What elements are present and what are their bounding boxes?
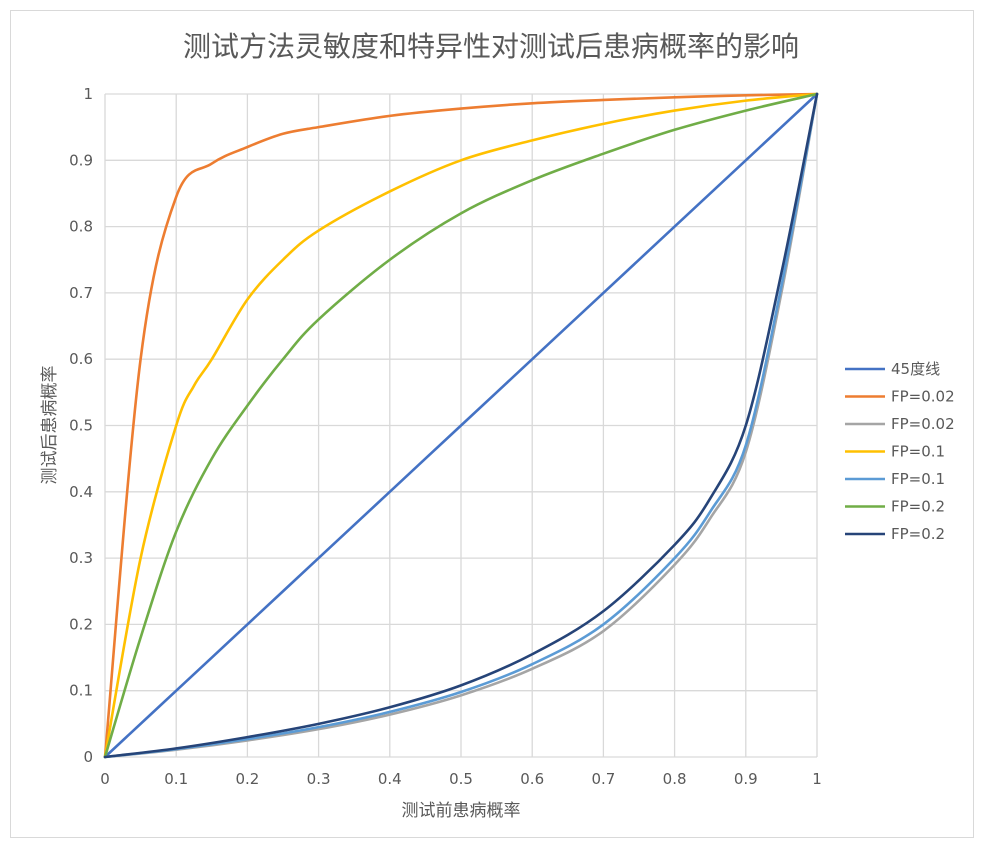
series-line-4	[103, 92, 819, 759]
legend-label: FP=0.02	[891, 388, 955, 406]
x-tick-labels: 0 0.1 0.2 0.3 0.4 0.5 0.6 0.7 0.8 0.9 1	[100, 770, 822, 788]
legend-label: FP=0.02	[891, 415, 955, 433]
series-line-6	[103, 92, 819, 759]
y-tick-label: 0.9	[69, 151, 93, 169]
x-tick-label: 0.9	[734, 770, 758, 788]
legend-label: FP=0.2	[891, 498, 945, 516]
y-axis-title: 测试后患病概率	[40, 366, 60, 485]
chart-svg: 测试方法灵敏度和特异性对测试后患病概率的影响 0 0.1 0.2 0.3 0.4 0.5 0…	[40, 30, 955, 821]
x-tick-label: 0.4	[378, 770, 402, 788]
y-tick-label: 0.8	[69, 218, 93, 236]
x-tick-label: 0.7	[591, 770, 615, 788]
x-tick-label: 0.5	[449, 770, 473, 788]
x-tick-label: 0	[100, 770, 110, 788]
legend-label: FP=0.2	[891, 525, 945, 543]
series-line-3	[103, 92, 819, 759]
legend-label: FP=0.1	[891, 470, 945, 488]
y-tick-label: 0.2	[69, 615, 93, 633]
y-tick-label: 0.3	[69, 549, 93, 567]
chart-title: 测试方法灵敏度和特异性对测试后患病概率的影响	[183, 30, 799, 63]
chart-frame: 测试方法灵敏度和特异性对测试后患病概率的影响 0 0.1 0.2 0.3 0.4 0.5 0…	[10, 10, 974, 838]
y-tick-label: 1	[83, 85, 93, 103]
legend: 45度线 FP=0.02 FP=0.02 FP=0.1 FP=0.1 FP=0.2 FP=0…	[845, 360, 955, 543]
x-tick-label: 0.2	[235, 770, 259, 788]
y-tick-label: 0.1	[69, 682, 93, 700]
y-tick-label: 0	[83, 748, 93, 766]
series-line-1	[103, 92, 819, 759]
x-tick-label: 0.1	[164, 770, 188, 788]
x-tick-label: 0.3	[307, 770, 331, 788]
series-line-2	[103, 92, 819, 759]
y-tick-label: 0.5	[69, 417, 93, 435]
series-layer	[103, 92, 819, 759]
legend-label: FP=0.1	[891, 443, 945, 461]
x-axis-title: 测试前患病概率	[402, 801, 521, 821]
series-line-5	[103, 92, 819, 759]
x-tick-label: 1	[812, 770, 822, 788]
x-tick-label: 0.8	[663, 770, 687, 788]
y-tick-label: 0.4	[69, 483, 93, 501]
x-tick-label: 0.6	[520, 770, 544, 788]
series-line-0	[103, 92, 819, 759]
legend-label: 45度线	[891, 360, 940, 378]
y-tick-labels: 0 0.1 0.2 0.3 0.4 0.5 0.6 0.7 0.8 0.9 1	[69, 85, 93, 766]
y-tick-label: 0.6	[69, 350, 93, 368]
y-tick-label: 0.7	[69, 284, 93, 302]
